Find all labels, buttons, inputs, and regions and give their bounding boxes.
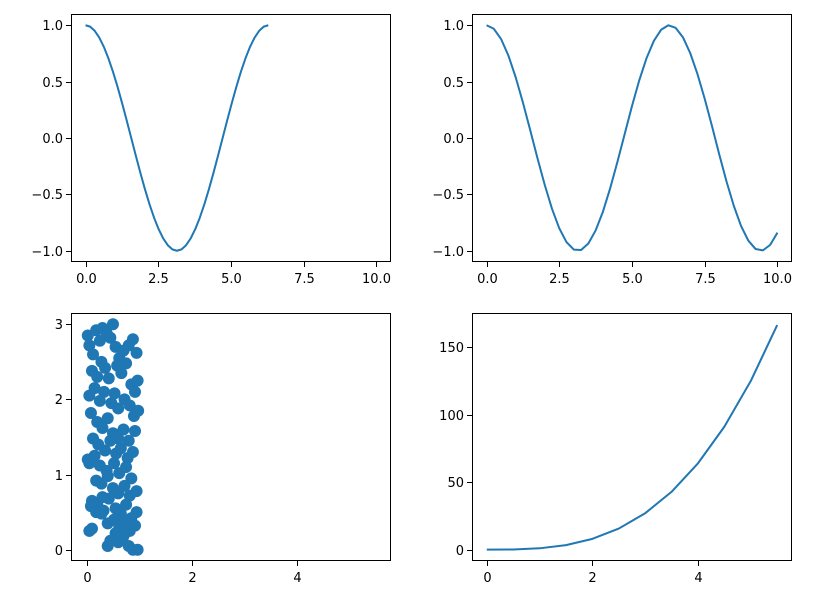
- axes-frame: [472, 313, 792, 561]
- y-tick-label: −0.5: [31, 188, 63, 203]
- y-tick-label: 0.0: [42, 132, 63, 147]
- axes-frame: [472, 14, 792, 262]
- scatter-point-99: [96, 491, 109, 504]
- x-tick-label: 4: [293, 571, 301, 586]
- x-tick-label: 10.0: [763, 272, 792, 287]
- x-tick-label: 0.0: [76, 272, 97, 287]
- y-tick-label: 3: [55, 318, 63, 333]
- scatter-point-49: [104, 434, 117, 447]
- scatter-point-82: [95, 507, 108, 520]
- x-tick-label: 2.5: [549, 272, 570, 287]
- scatter-point-53: [126, 446, 139, 459]
- scatter-point-65: [101, 470, 114, 483]
- x-tick-label: 4: [694, 571, 702, 586]
- scatter-point-21: [115, 367, 128, 380]
- scatter-point-8: [106, 318, 119, 331]
- scatter-point-43: [117, 423, 130, 436]
- scatter-point-36: [132, 404, 145, 417]
- scatter-point-7: [104, 331, 117, 344]
- y-tick-label: 1.0: [42, 19, 63, 34]
- y-tick-label: 150: [439, 341, 464, 356]
- y-tick-label: 0.5: [42, 76, 63, 91]
- scatter-point-58: [108, 457, 121, 470]
- x-tick-label: 5.0: [622, 272, 643, 287]
- y-tick-label: 100: [439, 409, 464, 424]
- y-tick-label: 0.5: [443, 76, 464, 91]
- series-line-0: [486, 324, 779, 551]
- x-tick-label: 0.0: [477, 272, 498, 287]
- scatter-point-19: [102, 372, 115, 385]
- scatter-point-70: [130, 485, 143, 498]
- scatter-point-77: [120, 498, 133, 511]
- axes-frame: [71, 313, 391, 561]
- y-tick-label: 0: [55, 544, 63, 559]
- y-tick-label: 0.0: [443, 132, 464, 147]
- scatter-point-22: [120, 357, 133, 370]
- scatter-point-29: [98, 385, 111, 398]
- scatter-point-39: [96, 421, 109, 434]
- scatter-point-14: [130, 346, 143, 359]
- subplot-top-right: 0.0 2.5 5.0 7.5 10.0 −1.0 −0.5 0.0 0.5 1.0: [432, 14, 792, 287]
- y-tick-label: 2: [55, 393, 63, 408]
- scatter-point-68: [118, 479, 131, 492]
- axes-frame: [71, 14, 391, 262]
- scatter-point-32: [112, 402, 125, 415]
- scatter-point-44: [122, 434, 135, 447]
- scatter-point-48: [99, 444, 112, 457]
- scatter-point-92: [101, 539, 114, 552]
- y-tick-label: −1.0: [31, 245, 63, 260]
- y-tick-label: −0.5: [432, 188, 464, 203]
- x-tick-label: 5.0: [221, 272, 242, 287]
- scatter-point-25: [131, 374, 144, 387]
- scatter-point-90: [85, 522, 98, 535]
- scatter-point-45: [129, 424, 141, 437]
- scatter-point-31: [108, 387, 121, 400]
- x-tick-label: 2.5: [148, 272, 169, 287]
- y-tick-label: 50: [447, 476, 464, 491]
- scatter-point-27: [88, 382, 101, 395]
- x-tick-label: 0: [483, 571, 491, 586]
- subplot-bottom-left: 0 2 4 0 1 2 3: [55, 313, 391, 586]
- x-tick-label: 7.5: [294, 272, 315, 287]
- series-line-0: [486, 24, 779, 252]
- y-tick-label: 1.0: [443, 19, 464, 34]
- x-tick-label: 2: [588, 571, 596, 586]
- scatter-point-98: [109, 527, 122, 540]
- scatter-point-51: [114, 442, 127, 455]
- series-line-0: [85, 24, 269, 252]
- scatter-point-24: [129, 385, 141, 398]
- x-tick-label: 10.0: [362, 272, 391, 287]
- y-tick-label: 0: [456, 544, 464, 559]
- scatter-point-62: [83, 457, 96, 470]
- scatter-point-18: [99, 361, 112, 374]
- scatter-point-1: [83, 339, 96, 352]
- x-tick-label: 0: [83, 571, 91, 586]
- scatter-point-37: [84, 406, 97, 419]
- subplot-top-left: 0.0 2.5 5.0 7.5 10.0 −1.0 −0.5 0.0 0.5 1.0: [31, 14, 391, 287]
- scatter-point-86: [118, 515, 131, 528]
- scatter-point-16: [91, 370, 104, 383]
- scatter-point-60: [120, 461, 133, 474]
- y-tick-label: 1: [55, 469, 63, 484]
- scatter-point-97: [131, 543, 144, 556]
- scatter-point-88: [129, 519, 141, 532]
- scatter-point-40: [101, 412, 114, 425]
- scatter-point-28: [93, 394, 106, 407]
- scatter-point-79: [130, 506, 143, 519]
- x-tick-label: 7.5: [695, 272, 716, 287]
- y-tick-label: −1.0: [432, 245, 464, 260]
- subplot-bottom-right: 0 2 4 0 50 100 150: [439, 313, 792, 586]
- scatter-point-2: [87, 348, 100, 361]
- x-tick-label: 2: [188, 571, 196, 586]
- scatter-point-13: [126, 333, 139, 346]
